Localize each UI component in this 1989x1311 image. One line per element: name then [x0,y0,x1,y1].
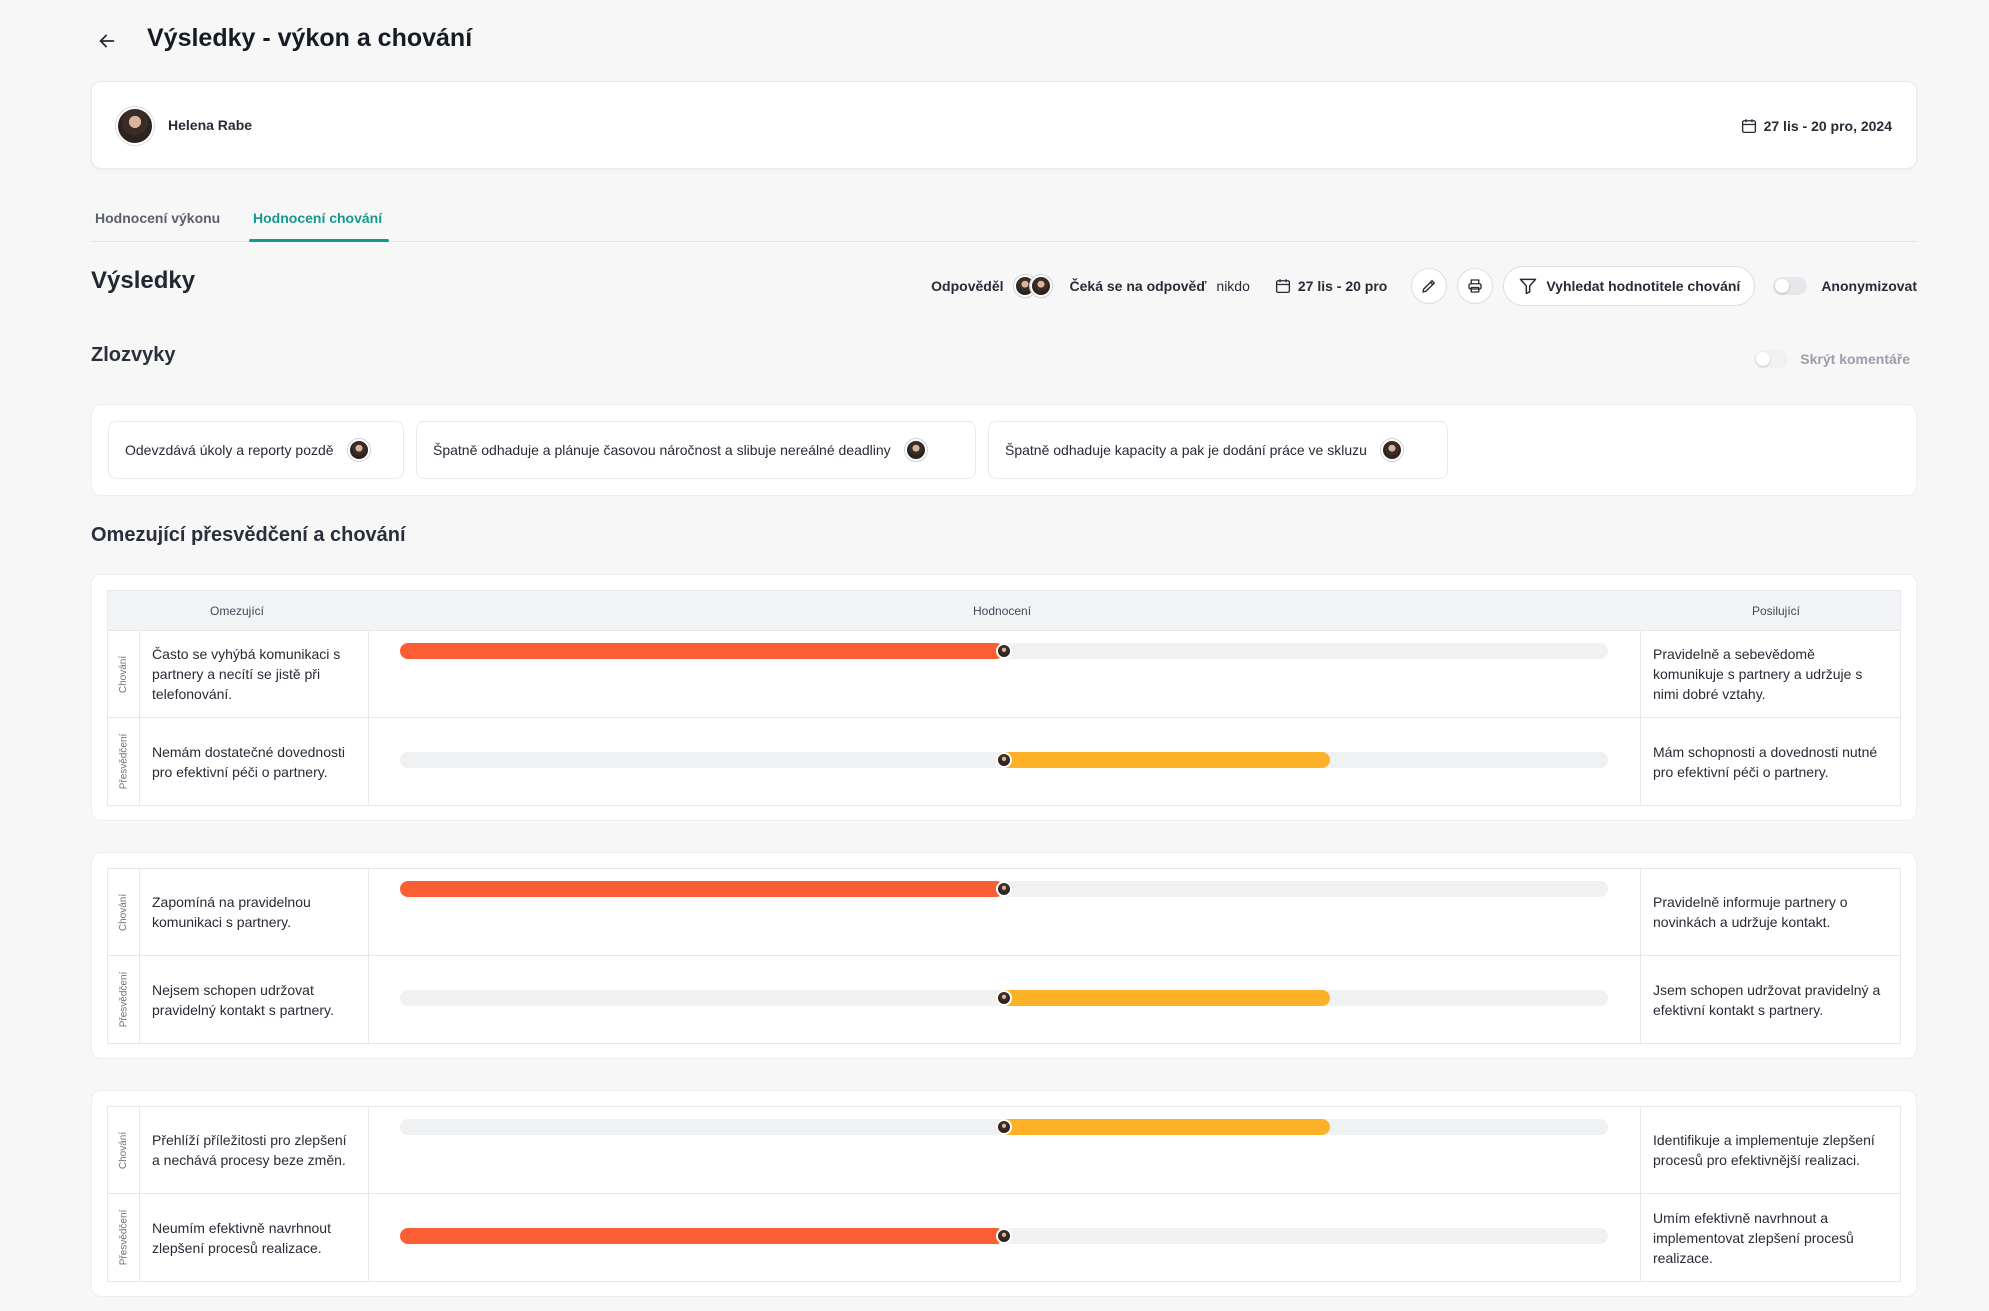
table-row: Chování Často se vyhýbá komunikaci s par… [108,631,1900,718]
table-row: Přesvědčení Nejsem schopen udržovat prav… [108,956,1900,1043]
results-toolbar: Odpověděl Čeká se na odpověď nikdo 27 li… [931,266,1917,306]
limiting-text: Zapomíná na pravidelnou komunikaci s par… [140,869,369,955]
rating-track [400,990,1608,1006]
row-type: Chování [108,869,140,955]
row-type: Chování [108,1107,140,1193]
avatar [1029,275,1052,297]
column-supporting: Posilující [1751,604,1800,618]
supporting-text: Jsem schopen udržovat pravidelný a efekt… [1640,956,1900,1043]
rating-fill [400,643,1004,659]
row-type: Přesvědčení [108,956,140,1043]
review-period: 27 lis - 20 pro, 2024 [1740,117,1892,135]
supporting-text: Pravidelně informuje partnery o novinkác… [1640,869,1900,955]
table-row: Chování Zapomíná na pravidelnou komunika… [108,869,1900,956]
rating-fill [400,881,1004,897]
limiting-text: Nemám dostatečné dovednosti pro efektivn… [140,718,369,805]
limiting-text: Neumím efektivně navrhnout zlepšení proc… [140,1194,369,1281]
period-text: 27 lis - 20 pro, 2024 [1763,118,1892,134]
habits-card: Odevzdává úkoly a reporty pozdě Špatně o… [91,404,1917,496]
row-type: Přesvědčení [108,1194,140,1281]
habit-chip[interactable]: Špatně odhaduje a plánuje časovou náročn… [416,421,976,479]
find-evaluators-button[interactable]: Vyhledat hodnotitele chování [1503,266,1756,306]
back-arrow-icon[interactable] [96,30,118,52]
rater-avatar[interactable] [996,990,1012,1006]
avatar [116,107,154,145]
beliefs-table: Chování Přehlíží příležitosti pro zlepše… [107,1106,1901,1282]
rating-fill [996,1119,1331,1135]
rating-fill [996,990,1331,1006]
column-limiting: Omezující [210,604,265,618]
rater-avatar[interactable] [996,881,1012,897]
results-title: Výsledky [91,267,196,294]
column-rating: Hodnocení [973,604,1032,618]
row-type: Chování [108,631,140,717]
rater-avatar[interactable] [996,643,1012,659]
rating-track [400,643,1608,659]
limiting-text: Často se vyhýbá komunikaci s partnery a … [140,631,369,717]
avatar [1380,439,1403,461]
anonymize-label: Anonymizovat [1821,278,1917,294]
hide-comments-control: Skrýt komentáře [1754,350,1910,368]
table-header: Omezující Hodnocení Posilující [108,591,1900,631]
waiting-label: Čeká se na odpověď [1069,278,1207,294]
tab-behavior[interactable]: Hodnocení chování [253,210,383,226]
answered-label: Odpověděl [931,278,1004,294]
print-button[interactable] [1457,268,1494,304]
waiting-value: nikdo [1216,278,1250,294]
page-title: Výsledky - výkon a chování [147,24,473,52]
hide-comments-label: Skrýt komentáře [1800,351,1910,367]
rating-track [400,881,1608,897]
results-period-text: 27 lis - 20 pro [1297,278,1388,294]
respondent-avatars[interactable] [1013,275,1052,297]
beliefs-table: Omezující Hodnocení Posilující Chování Č… [107,590,1901,806]
active-tab-indicator [249,239,389,242]
beliefs-group-card: Chování Přehlíží příležitosti pro zlepše… [91,1090,1917,1297]
table-row: Chování Přehlíží příležitosti pro zlepše… [108,1107,1900,1194]
anonymize-toggle[interactable] [1773,277,1808,295]
limiting-text: Přehlíží příležitosti pro zlepšení a nec… [140,1107,369,1193]
rating-track [400,1228,1608,1244]
beliefs-group-card: Omezující Hodnocení Posilující Chování Č… [91,574,1917,821]
rating-track [400,752,1608,768]
habit-text: Odevzdává úkoly a reporty pozdě [125,442,334,458]
hide-comments-toggle[interactable] [1754,350,1789,368]
calendar-icon [1275,279,1290,294]
tab-performance[interactable]: Hodnocení výkonu [95,210,221,226]
supporting-text: Pravidelně a sebevědomě komunikuje s par… [1640,631,1900,717]
rating-fill [996,752,1331,768]
rater-avatar[interactable] [996,1228,1012,1244]
limiting-text: Nejsem schopen udržovat pravidelný konta… [140,956,369,1043]
supporting-text: Mám schopnosti a dovednosti nutné pro ef… [1640,718,1900,805]
pencil-icon [1422,280,1436,293]
edit-button[interactable] [1411,268,1448,304]
supporting-text: Umím efektivně navrhnout a implementovat… [1640,1194,1900,1281]
funnel-icon [1520,278,1537,295]
avatar [347,439,370,461]
habit-text: Špatně odhaduje kapacity a pak je dodání… [1005,442,1367,458]
beliefs-group-card: Chování Zapomíná na pravidelnou komunika… [91,852,1917,1059]
rating-track [400,1119,1608,1135]
rater-avatar[interactable] [996,1119,1012,1135]
person-card: Helena Rabe 27 lis - 20 pro, 2024 [91,81,1917,169]
avatar [904,439,927,461]
tab-bar: Hodnocení výkonu Hodnocení chování [91,200,1917,242]
rating-fill [400,1228,1004,1244]
habit-text: Špatně odhaduje a plánuje časovou náročn… [433,442,891,458]
find-evaluators-label: Vyhledat hodnotitele chování [1546,278,1741,294]
table-row: Přesvědčení Neumím efektivně navrhnout z… [108,1194,1900,1281]
printer-icon [1468,279,1483,293]
results-period: 27 lis - 20 pro [1274,277,1387,295]
habit-chip[interactable]: Odevzdává úkoly a reporty pozdě [108,421,404,479]
person-name: Helena Rabe [168,117,253,133]
habits-title: Zlozvyky [91,344,176,366]
habit-chip[interactable]: Špatně odhaduje kapacity a pak je dodání… [988,421,1448,479]
beliefs-title: Omezující přesvědčení a chování [91,524,406,546]
beliefs-table: Chování Zapomíná na pravidelnou komunika… [107,868,1901,1044]
rater-avatar[interactable] [996,752,1012,768]
table-row: Přesvědčení Nemám dostatečné dovednosti … [108,718,1900,805]
supporting-text: Identifikuje a implementuje zlepšení pro… [1640,1107,1900,1193]
calendar-icon [1741,119,1756,134]
row-type: Přesvědčení [108,718,140,805]
